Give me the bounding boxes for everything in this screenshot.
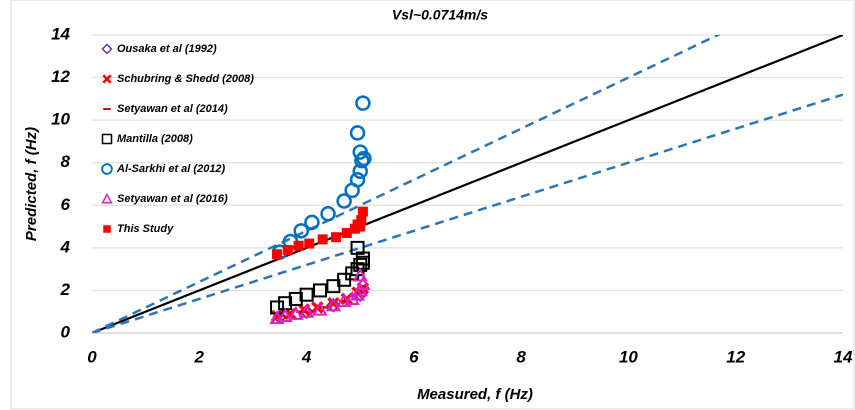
chart-frame [10,0,855,410]
reference-line [92,93,843,333]
point [354,152,370,169]
reference-line [92,35,843,333]
legend: Ousaka et al (1992) Schubring & Shedd (20… [101,43,254,235]
x-tick-label: 8 [516,347,526,366]
grid: 0 2 4 6 8 10 12 14 0 2 4 6 8 10 12 14 [51,24,853,366]
x-axis-label: Measured, f (Hz) [417,386,533,403]
point [349,125,366,141]
legend-marker [101,43,113,55]
legend-marker [103,225,111,233]
point [344,290,360,305]
point [288,305,304,320]
y-tick-label: 4 [60,237,71,256]
x-tick-label: 14 [834,347,853,366]
point [293,223,309,239]
x-tick-label: 4 [301,347,312,366]
point [350,240,365,255]
point [325,297,342,312]
point [356,150,372,167]
point [355,255,370,270]
point [272,249,283,260]
point [293,240,304,251]
points [269,95,372,325]
x-tick-label: 0 [87,347,97,366]
point [312,283,327,298]
point [341,227,352,238]
legend-marker [101,163,113,175]
y-tick-label: 8 [61,152,71,171]
reference-line [92,35,721,333]
legend-marker [101,133,113,145]
y-tick-label: 12 [51,67,70,86]
y-tick-label: 6 [61,195,71,214]
point [304,214,320,231]
legend-label: Ousaka et al (1992) [117,43,217,55]
point [320,206,336,222]
y-tick-label: 0 [61,322,71,341]
x-tick-label: 12 [726,347,745,366]
y-tick-label: 2 [60,280,71,299]
point [312,301,328,316]
point [352,219,363,230]
legend-label: Setyawan et al (2016) [117,193,228,205]
y-axis-label: Predicted, f (Hz) [23,127,40,241]
x-tick-label: 6 [409,347,419,366]
legend-label: Schubring & Shedd (2008) [117,73,254,85]
legend-label: Mantilla (2008) [117,133,193,145]
point [304,238,315,249]
y-tick-label: 10 [51,110,70,129]
legend-marker [102,74,112,84]
legend-label: Setyawan et al (2014) [117,103,228,115]
point [331,232,342,243]
legend-label: Al-Sarkhi et al (2012) [116,163,226,175]
point [288,291,303,306]
point [299,287,314,302]
y-tick-label: 14 [51,24,70,43]
point [325,297,341,313]
x-tick-label: 10 [619,347,638,366]
point [352,267,368,282]
point [357,206,368,217]
point [336,193,352,209]
point [277,307,293,322]
point [317,234,328,245]
legend-label: This Study [117,223,174,235]
reference-lines [92,35,843,333]
x-tick-label: 2 [194,347,205,366]
chart-title: Vsl~0.0714m/s [392,7,488,23]
point [349,171,366,188]
point [355,95,371,111]
point [298,303,315,318]
point [355,275,371,291]
point [282,244,293,255]
legend-marker [101,192,113,204]
